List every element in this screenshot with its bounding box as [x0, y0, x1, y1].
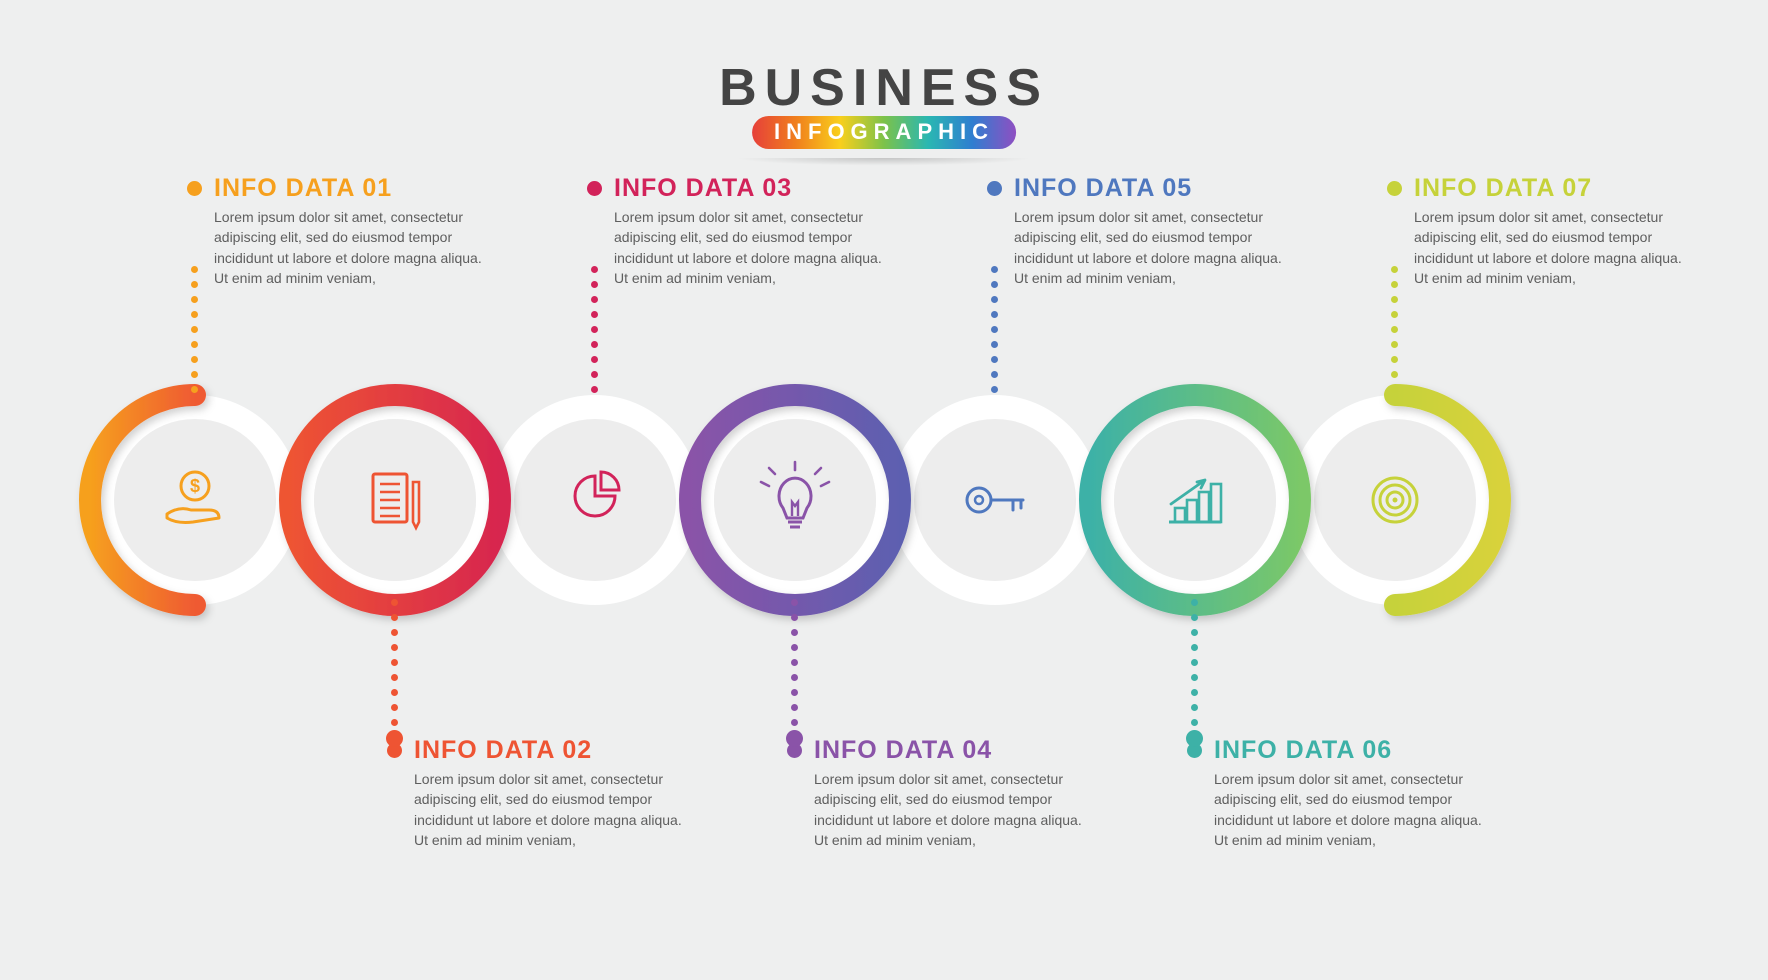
callout-1: INFO DATA 01 Lorem ipsum dolor sit amet,… — [187, 174, 497, 288]
callout-title: INFO DATA 06 — [1214, 736, 1392, 765]
callout-title: INFO DATA 05 — [1014, 174, 1192, 203]
dotted-leader — [187, 266, 202, 401]
target-icon — [1373, 478, 1417, 522]
callout-6: INFO DATA 06 Lorem ipsum dolor sit amet,… — [1187, 736, 1497, 850]
leader-end-dot — [1186, 730, 1203, 747]
callout-7: INFO DATA 07 Lorem ipsum dolor sit amet,… — [1387, 174, 1697, 288]
dotted-leader — [1187, 599, 1202, 734]
callout-body: Lorem ipsum dolor sit amet, consectetur … — [1387, 207, 1697, 288]
callout-4: INFO DATA 04 Lorem ipsum dolor sit amet,… — [787, 736, 1097, 850]
callout-body: Lorem ipsum dolor sit amet, consectetur … — [987, 207, 1297, 288]
callout-3: INFO DATA 03 Lorem ipsum dolor sit amet,… — [587, 174, 897, 288]
dotted-leader — [787, 599, 802, 734]
callout-title: INFO DATA 04 — [814, 736, 992, 765]
callout-body: Lorem ipsum dolor sit amet, consectetur … — [587, 207, 897, 288]
callout-title: INFO DATA 01 — [214, 174, 392, 203]
callout-body: Lorem ipsum dolor sit amet, consectetur … — [1187, 769, 1497, 850]
dotted-leader — [987, 266, 1002, 401]
dotted-leader — [387, 599, 402, 734]
callout-title: INFO DATA 03 — [614, 174, 792, 203]
callout-5: INFO DATA 05 Lorem ipsum dolor sit amet,… — [987, 174, 1297, 288]
callout-title: INFO DATA 07 — [1414, 174, 1592, 203]
callout-body: Lorem ipsum dolor sit amet, consectetur … — [787, 769, 1097, 850]
callout-title: INFO DATA 02 — [414, 736, 592, 765]
dotted-leader — [1387, 266, 1402, 401]
infographic-stage: BUSINESS INFOGRAPHIC $ INFO DATA 01 Lore… — [0, 0, 1768, 980]
leader-end-dot — [386, 730, 403, 747]
leader-end-dot — [786, 730, 803, 747]
svg-text:$: $ — [190, 476, 200, 496]
dotted-leader — [587, 266, 602, 401]
callout-body: Lorem ipsum dolor sit amet, consectetur … — [387, 769, 697, 850]
callout-body: Lorem ipsum dolor sit amet, consectetur … — [187, 207, 497, 288]
callout-2: INFO DATA 02 Lorem ipsum dolor sit amet,… — [387, 736, 697, 850]
